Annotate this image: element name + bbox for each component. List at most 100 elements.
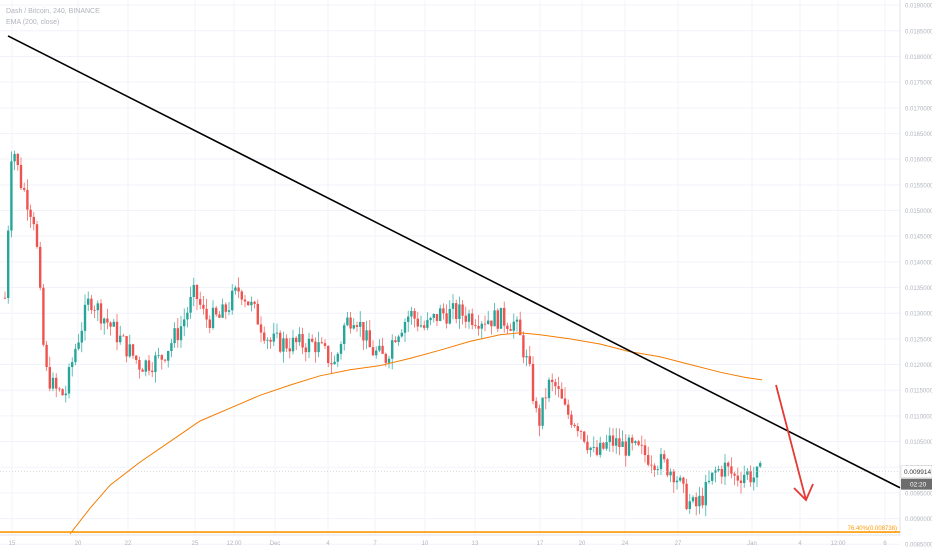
- candle-body: [93, 309, 96, 311]
- candle: [215, 305, 218, 317]
- candle-body: [29, 209, 32, 217]
- candle-body: [704, 481, 707, 506]
- candle: [35, 221, 39, 249]
- candle: [595, 440, 599, 457]
- candle: [183, 308, 186, 337]
- candle-body: [138, 359, 141, 370]
- candle: [3, 291, 7, 300]
- candle-body: [701, 495, 704, 506]
- candle-body: [570, 414, 573, 425]
- candle-body: [720, 469, 723, 477]
- candle: [714, 466, 717, 483]
- candle: [272, 322, 275, 347]
- candle-body: [269, 339, 272, 342]
- candle-body: [7, 230, 10, 298]
- candle: [685, 479, 688, 511]
- candle: [717, 465, 720, 473]
- candle: [541, 397, 544, 430]
- chart-legend: Dash / Bitcoin, 240, BINANCE EMA (200, c…: [6, 6, 100, 28]
- candle: [621, 430, 624, 448]
- candle: [192, 277, 195, 307]
- price-tick-label: 0.0090000: [905, 517, 932, 523]
- candle: [173, 322, 176, 348]
- candle-body: [605, 442, 608, 449]
- candle-body: [163, 359, 167, 361]
- candle: [576, 423, 579, 437]
- candle: [739, 471, 743, 494]
- candle: [67, 363, 71, 399]
- candle: [551, 373, 554, 392]
- candle: [650, 455, 653, 474]
- candle: [23, 182, 26, 192]
- candle: [346, 311, 349, 327]
- candle: [666, 457, 669, 478]
- candle: [122, 333, 125, 337]
- candle-body: [423, 325, 426, 328]
- candle: [106, 308, 109, 330]
- candle: [211, 300, 215, 330]
- candle-body: [573, 424, 576, 427]
- candle: [263, 326, 266, 344]
- candle: [567, 399, 570, 419]
- candle: [269, 337, 272, 349]
- candle: [128, 334, 131, 359]
- candle: [557, 376, 560, 398]
- time-tick-label: 27: [675, 541, 682, 547]
- candle: [691, 495, 695, 504]
- candle: [87, 291, 90, 312]
- candle: [589, 446, 592, 457]
- candle: [147, 354, 151, 376]
- candle-body: [717, 469, 720, 471]
- candle-body: [589, 447, 592, 451]
- candle: [519, 311, 522, 336]
- candle-body: [631, 437, 634, 443]
- candle-body: [131, 344, 135, 356]
- candle: [19, 157, 23, 190]
- price-tick-label: 0.0140000: [905, 260, 932, 266]
- candle-body: [579, 431, 583, 432]
- candle: [675, 476, 679, 490]
- candle-body: [503, 307, 506, 326]
- candle: [80, 322, 83, 353]
- candle: [112, 318, 115, 327]
- time-tick-label: Jan: [747, 541, 757, 547]
- candle-body: [509, 329, 512, 331]
- candle: [199, 291, 202, 310]
- candle-body: [567, 404, 570, 415]
- candle: [135, 354, 138, 364]
- candle-body: [544, 397, 547, 399]
- candle: [720, 465, 723, 484]
- candle: [522, 331, 525, 364]
- candle-body: [304, 347, 307, 353]
- candle-body: [435, 314, 439, 321]
- candle-body: [538, 408, 541, 426]
- candle: [141, 367, 144, 372]
- candle-body: [160, 355, 163, 360]
- candle: [736, 467, 739, 487]
- candle-body: [483, 323, 487, 325]
- candle: [365, 320, 368, 349]
- candle: [99, 299, 103, 331]
- candle-body: [23, 188, 26, 190]
- time-tick-label: 12:00: [226, 541, 242, 547]
- candle: [752, 466, 755, 491]
- candle: [16, 153, 19, 171]
- candle: [704, 474, 707, 517]
- candle: [579, 429, 583, 440]
- time-tick-label: 20: [579, 541, 586, 547]
- candle: [547, 377, 551, 403]
- candle-body: [707, 480, 711, 482]
- candle: [339, 341, 343, 360]
- price-tick-label: 0.0180000: [905, 55, 932, 61]
- candle: [416, 311, 419, 332]
- candle-body: [151, 370, 154, 373]
- candle-body: [67, 367, 71, 394]
- candle: [435, 314, 439, 327]
- candle: [605, 434, 608, 451]
- time-tick-label: 6: [883, 541, 887, 547]
- candle-body: [19, 165, 23, 189]
- candle: [477, 314, 480, 336]
- candle: [10, 151, 13, 238]
